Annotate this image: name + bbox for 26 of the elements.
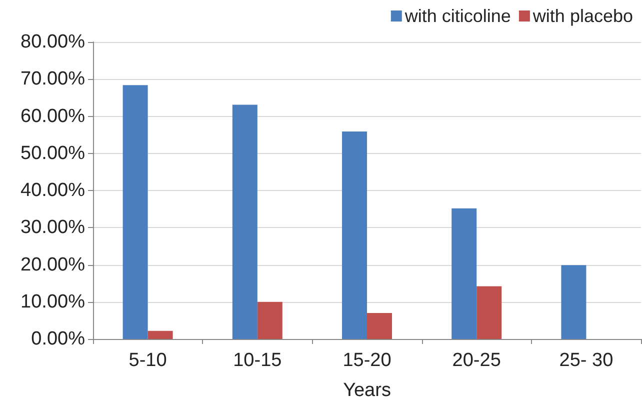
y-tick-label: 50.00%	[20, 142, 86, 164]
x-tick-label: 5-10	[128, 350, 167, 371]
legend-label: with placebo	[532, 6, 634, 26]
x-tick-label: 15-20	[342, 350, 392, 371]
y-tick-label: 40.00%	[20, 180, 86, 201]
x-tick-label: 25- 30	[559, 350, 614, 371]
y-tick-label: 30.00%	[20, 217, 86, 238]
y-tick-label: 80.00%	[20, 32, 86, 52]
bar	[476, 286, 502, 339]
legend-label: with citicoline	[404, 6, 511, 26]
bar	[122, 85, 148, 339]
x-axis-title: Years	[343, 380, 391, 401]
bar	[148, 330, 173, 339]
bar	[257, 302, 282, 339]
y-tick-label: 70.00%	[20, 68, 86, 90]
x-tick-label: 10-15	[233, 350, 282, 371]
y-tick-label: 0.00%	[31, 328, 86, 350]
y-tick-label: 20.00%	[20, 254, 86, 276]
x-tick-label: 20-25	[452, 350, 501, 371]
bar	[232, 104, 258, 339]
bar	[561, 265, 586, 339]
bar	[452, 208, 477, 339]
bar	[367, 313, 392, 339]
y-tick-label: 10.00%	[20, 291, 86, 312]
bar	[342, 131, 367, 339]
y-tick-label: 60.00%	[20, 106, 86, 127]
